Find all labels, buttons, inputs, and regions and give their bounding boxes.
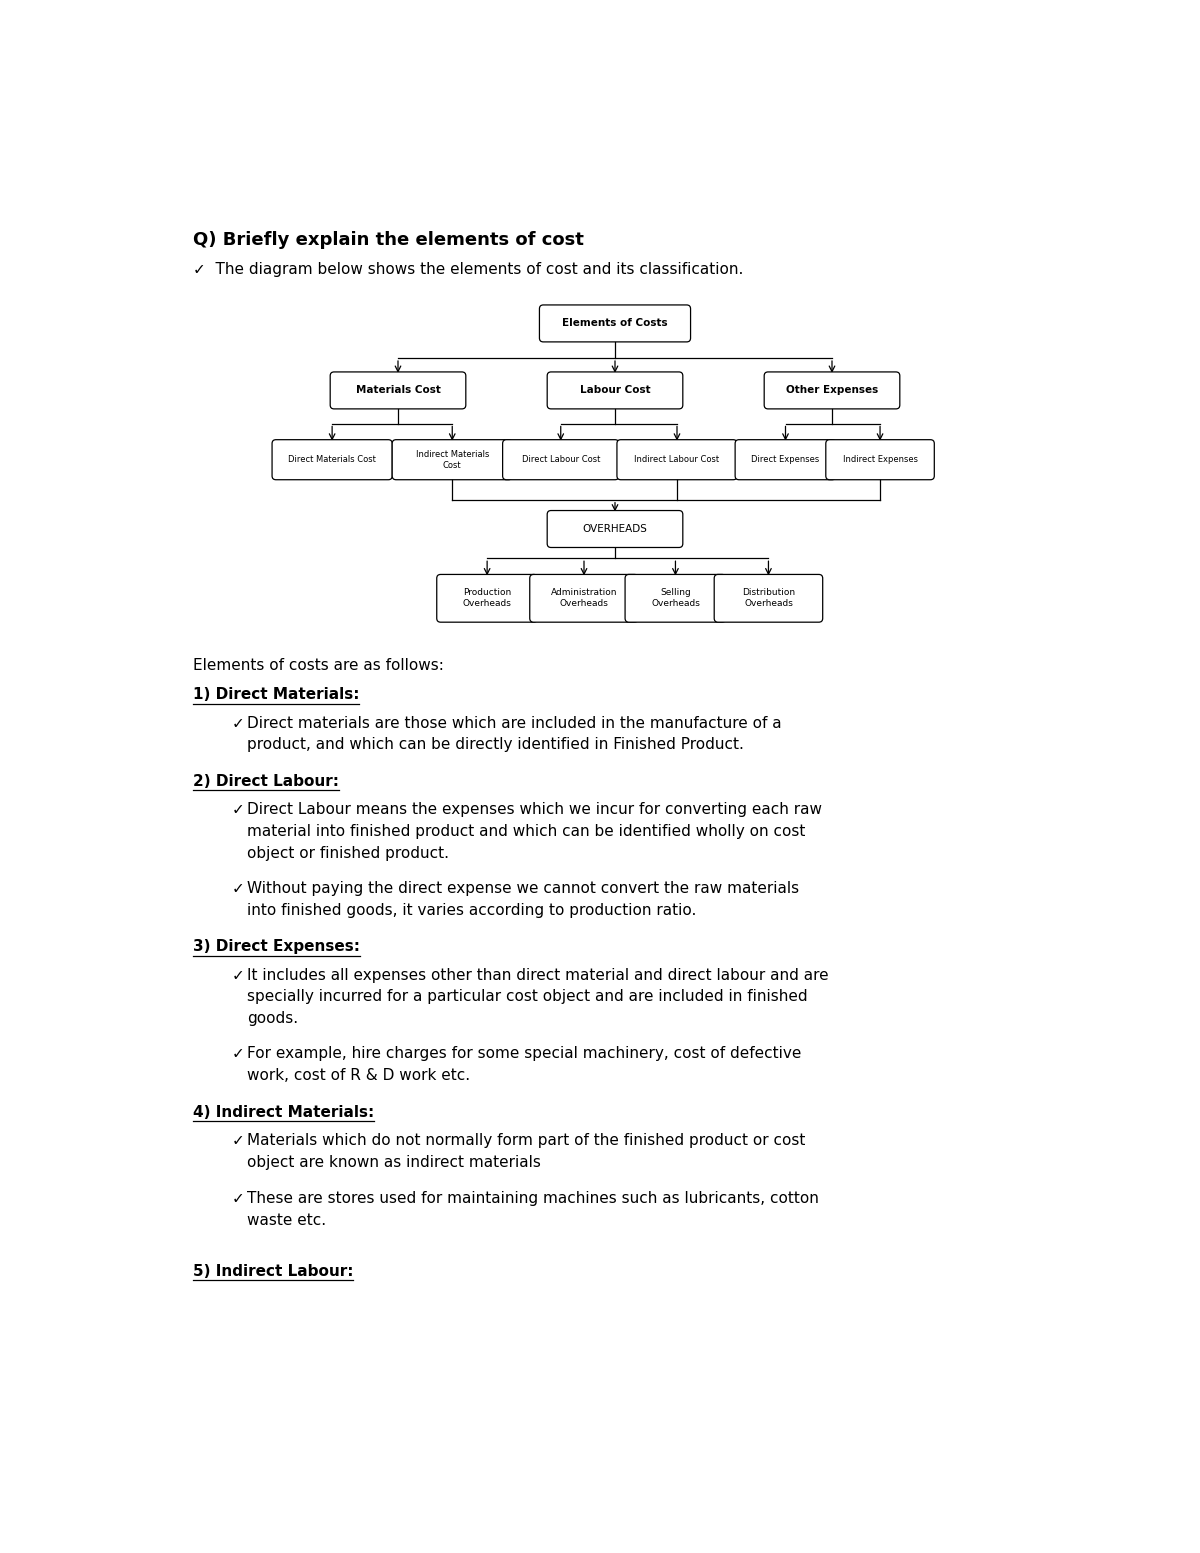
Text: Direct Expenses: Direct Expenses	[751, 455, 820, 464]
Text: 5) Indirect Labour:: 5) Indirect Labour:	[193, 1264, 353, 1278]
Text: OVERHEADS: OVERHEADS	[582, 523, 648, 534]
FancyBboxPatch shape	[547, 371, 683, 408]
Text: 2) Direct Labour:: 2) Direct Labour:	[193, 773, 338, 789]
Text: It includes all expenses other than direct material and direct labour and are
sp: It includes all expenses other than dire…	[247, 968, 828, 1027]
Text: ✓: ✓	[232, 968, 244, 983]
FancyBboxPatch shape	[540, 304, 690, 342]
Text: 1) Direct Materials:: 1) Direct Materials:	[193, 686, 359, 702]
Text: ✓: ✓	[232, 881, 244, 896]
Text: These are stores used for maintaining machines such as lubricants, cotton
waste : These are stores used for maintaining ma…	[247, 1191, 818, 1228]
FancyBboxPatch shape	[826, 439, 935, 480]
FancyBboxPatch shape	[330, 371, 466, 408]
FancyBboxPatch shape	[529, 575, 638, 623]
Text: ✓: ✓	[232, 716, 244, 730]
Text: Other Expenses: Other Expenses	[786, 385, 878, 396]
Text: Distribution
Overheads: Distribution Overheads	[742, 589, 796, 609]
Text: Indirect Materials
Cost: Indirect Materials Cost	[415, 450, 488, 469]
Text: ✓: ✓	[232, 1191, 244, 1207]
FancyBboxPatch shape	[272, 439, 392, 480]
Text: Elements of Costs: Elements of Costs	[562, 318, 668, 328]
Text: Indirect Labour Cost: Indirect Labour Cost	[635, 455, 720, 464]
FancyBboxPatch shape	[714, 575, 823, 623]
Text: Direct Labour means the expenses which we incur for converting each raw
material: Direct Labour means the expenses which w…	[247, 803, 822, 860]
Text: Direct materials are those which are included in the manufacture of a
product, a: Direct materials are those which are inc…	[247, 716, 781, 752]
FancyBboxPatch shape	[617, 439, 737, 480]
Text: 4) Indirect Materials:: 4) Indirect Materials:	[193, 1104, 374, 1120]
Text: Direct Materials Cost: Direct Materials Cost	[288, 455, 376, 464]
Text: ✓: ✓	[232, 1047, 244, 1061]
Text: ✓  The diagram below shows the elements of cost and its classification.: ✓ The diagram below shows the elements o…	[193, 262, 743, 276]
Text: Q) Briefly explain the elements of cost: Q) Briefly explain the elements of cost	[193, 231, 583, 248]
Text: For example, hire charges for some special machinery, cost of defective
work, co: For example, hire charges for some speci…	[247, 1047, 802, 1082]
Text: Direct Labour Cost: Direct Labour Cost	[522, 455, 600, 464]
FancyBboxPatch shape	[392, 439, 512, 480]
Text: Materials Cost: Materials Cost	[355, 385, 440, 396]
FancyBboxPatch shape	[547, 511, 683, 548]
Text: ✓: ✓	[232, 803, 244, 817]
Text: Production
Overheads: Production Overheads	[463, 589, 511, 609]
Text: Without paying the direct expense we cannot convert the raw materials
into finis: Without paying the direct expense we can…	[247, 881, 799, 918]
Text: Elements of costs are as follows:: Elements of costs are as follows:	[193, 658, 444, 674]
Text: Administration
Overheads: Administration Overheads	[551, 589, 617, 609]
FancyBboxPatch shape	[736, 439, 836, 480]
Text: Labour Cost: Labour Cost	[580, 385, 650, 396]
FancyBboxPatch shape	[503, 439, 619, 480]
FancyBboxPatch shape	[764, 371, 900, 408]
Text: Selling
Overheads: Selling Overheads	[652, 589, 700, 609]
Text: 3) Direct Expenses:: 3) Direct Expenses:	[193, 940, 360, 954]
Text: ✓: ✓	[232, 1134, 244, 1148]
FancyBboxPatch shape	[437, 575, 538, 623]
Text: Indirect Expenses: Indirect Expenses	[842, 455, 918, 464]
Text: Materials which do not normally form part of the finished product or cost
object: Materials which do not normally form par…	[247, 1134, 805, 1169]
FancyBboxPatch shape	[625, 575, 726, 623]
